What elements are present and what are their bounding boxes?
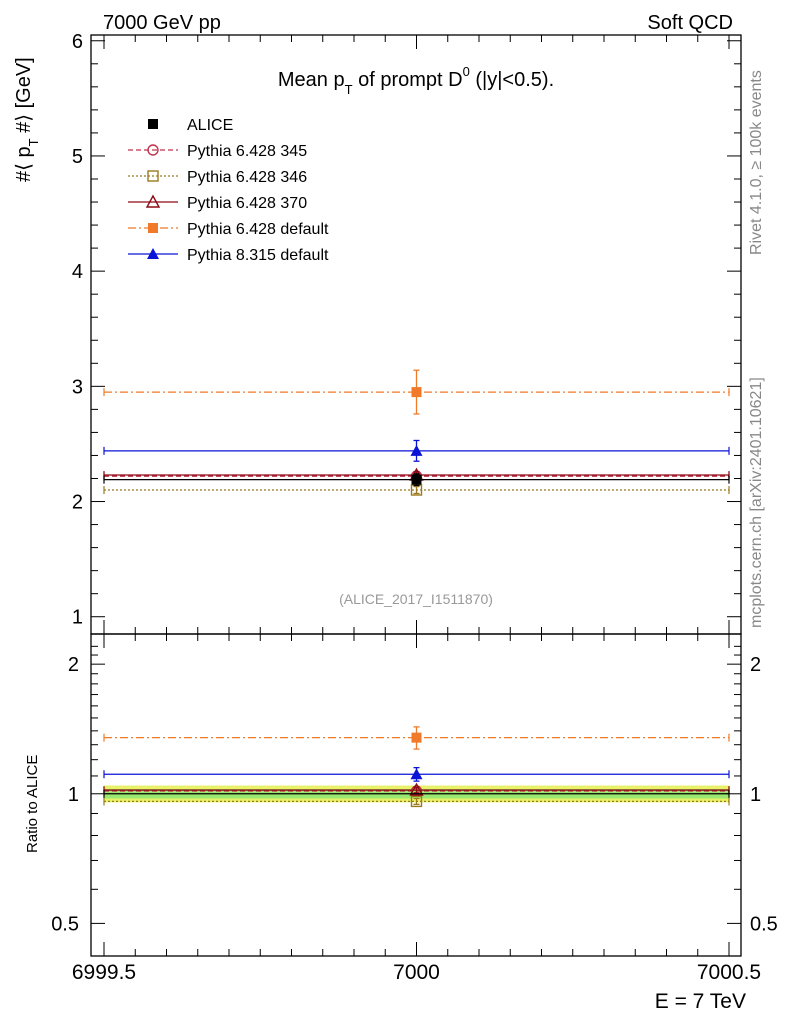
legend-entry-pythia-8-315-default: Pythia 8.315 default bbox=[128, 247, 329, 264]
legend-entry-pythia-6-428-346: Pythia 6.428 346 bbox=[128, 169, 307, 186]
ratio-marker-pythia-8-315-default bbox=[410, 768, 423, 780]
main-y-tick-label: 2 bbox=[72, 492, 83, 514]
main-marker-alice bbox=[411, 474, 422, 485]
ratio-y-axis-label: Ratio to ALICE bbox=[24, 755, 41, 853]
main-y-tick-label: 3 bbox=[72, 376, 83, 398]
legend-marker-pythia-6-428-346 bbox=[147, 170, 159, 182]
ratio-y-tick-label-left: 2 bbox=[68, 654, 79, 676]
legend-label: Pythia 8.315 default bbox=[187, 247, 329, 264]
ratio-series-pythia-6-428-default bbox=[103, 726, 730, 750]
legend-entry-alice: ALICE bbox=[148, 117, 233, 134]
ratio-marker-pythia-6-428-default bbox=[411, 732, 422, 743]
ratio-y-tick-label-left: 0.5 bbox=[51, 913, 79, 935]
reference-label: (ALICE_2017_I1511870) bbox=[339, 591, 493, 607]
legend-label: Pythia 6.428 370 bbox=[187, 195, 307, 212]
ratio-y-tick-label-right: 2 bbox=[750, 654, 761, 676]
x-axis-label: E = 7 TeV bbox=[655, 990, 746, 1013]
x-tick-label: 7000 bbox=[393, 961, 440, 984]
legend-marker-pythia-6-428-default bbox=[148, 223, 158, 233]
legend-marker-pythia-6-428-345 bbox=[147, 144, 159, 156]
x-tick-label: 6999.5 bbox=[72, 961, 136, 984]
legend-marker-pythia-6-428-370 bbox=[145, 194, 161, 208]
ratio-marker-pythia-6-428-370 bbox=[409, 782, 424, 796]
main-marker-pythia-8-315-default bbox=[410, 444, 423, 456]
legend-entry-pythia-6-428-370: Pythia 6.428 370 bbox=[128, 194, 307, 212]
legend-marker-alice bbox=[148, 119, 158, 129]
main-series-alice bbox=[103, 473, 730, 487]
legend-entry-pythia-6-428-345: Pythia 6.428 345 bbox=[128, 143, 307, 160]
main-y-tick-label: 6 bbox=[72, 31, 83, 53]
ratio-series-pythia-6-428-346 bbox=[103, 795, 730, 808]
header-right: Soft QCD bbox=[647, 12, 733, 34]
mcplots-label: mcplots.cern.ch [arXiv:2401.10621] bbox=[748, 377, 765, 628]
main-series-pythia-6-428-346 bbox=[103, 484, 730, 496]
rivet-label: Rivet 4.1.0, ≥ 100k events bbox=[748, 70, 765, 255]
ratio-y-tick-label-right: 0.5 bbox=[750, 913, 778, 935]
main-series-pythia-6-428-default bbox=[103, 369, 730, 415]
chart-title: Mean pT of prompt D0 (|y|<0.5). bbox=[278, 64, 554, 97]
legend: ALICE Pythia 6.428 345 Pythia 6.428 346 Pyt… bbox=[128, 117, 329, 264]
main-y-tick-label: 1 bbox=[72, 607, 83, 629]
legend-entry-pythia-6-428-default: Pythia 6.428 default bbox=[128, 221, 329, 238]
ratio-y-tick-label-right: 1 bbox=[750, 784, 761, 806]
header-left: 7000 GeV pp bbox=[103, 12, 221, 34]
main-y-tick-label: 5 bbox=[72, 146, 83, 168]
main-y-tick-label: 4 bbox=[72, 261, 83, 283]
legend-label: ALICE bbox=[187, 117, 233, 134]
main-series-pythia-8-315-default bbox=[103, 439, 730, 462]
legend-label: Pythia 6.428 default bbox=[187, 221, 329, 238]
main-marker-pythia-6-428-default bbox=[411, 387, 422, 398]
legend-marker-pythia-8-315-default bbox=[147, 248, 159, 259]
ratio-marker-pythia-6-428-346 bbox=[410, 795, 423, 808]
legend-label: Pythia 6.428 346 bbox=[187, 169, 307, 186]
x-tick-label: 7000.5 bbox=[697, 961, 761, 984]
ratio-series-pythia-8-315-default bbox=[103, 766, 730, 782]
legend-label: Pythia 6.428 345 bbox=[187, 143, 307, 160]
y-axis-label: #⟨ pT #⟩ [GeV] bbox=[13, 57, 41, 182]
ratio-y-tick-label-left: 1 bbox=[68, 784, 79, 806]
